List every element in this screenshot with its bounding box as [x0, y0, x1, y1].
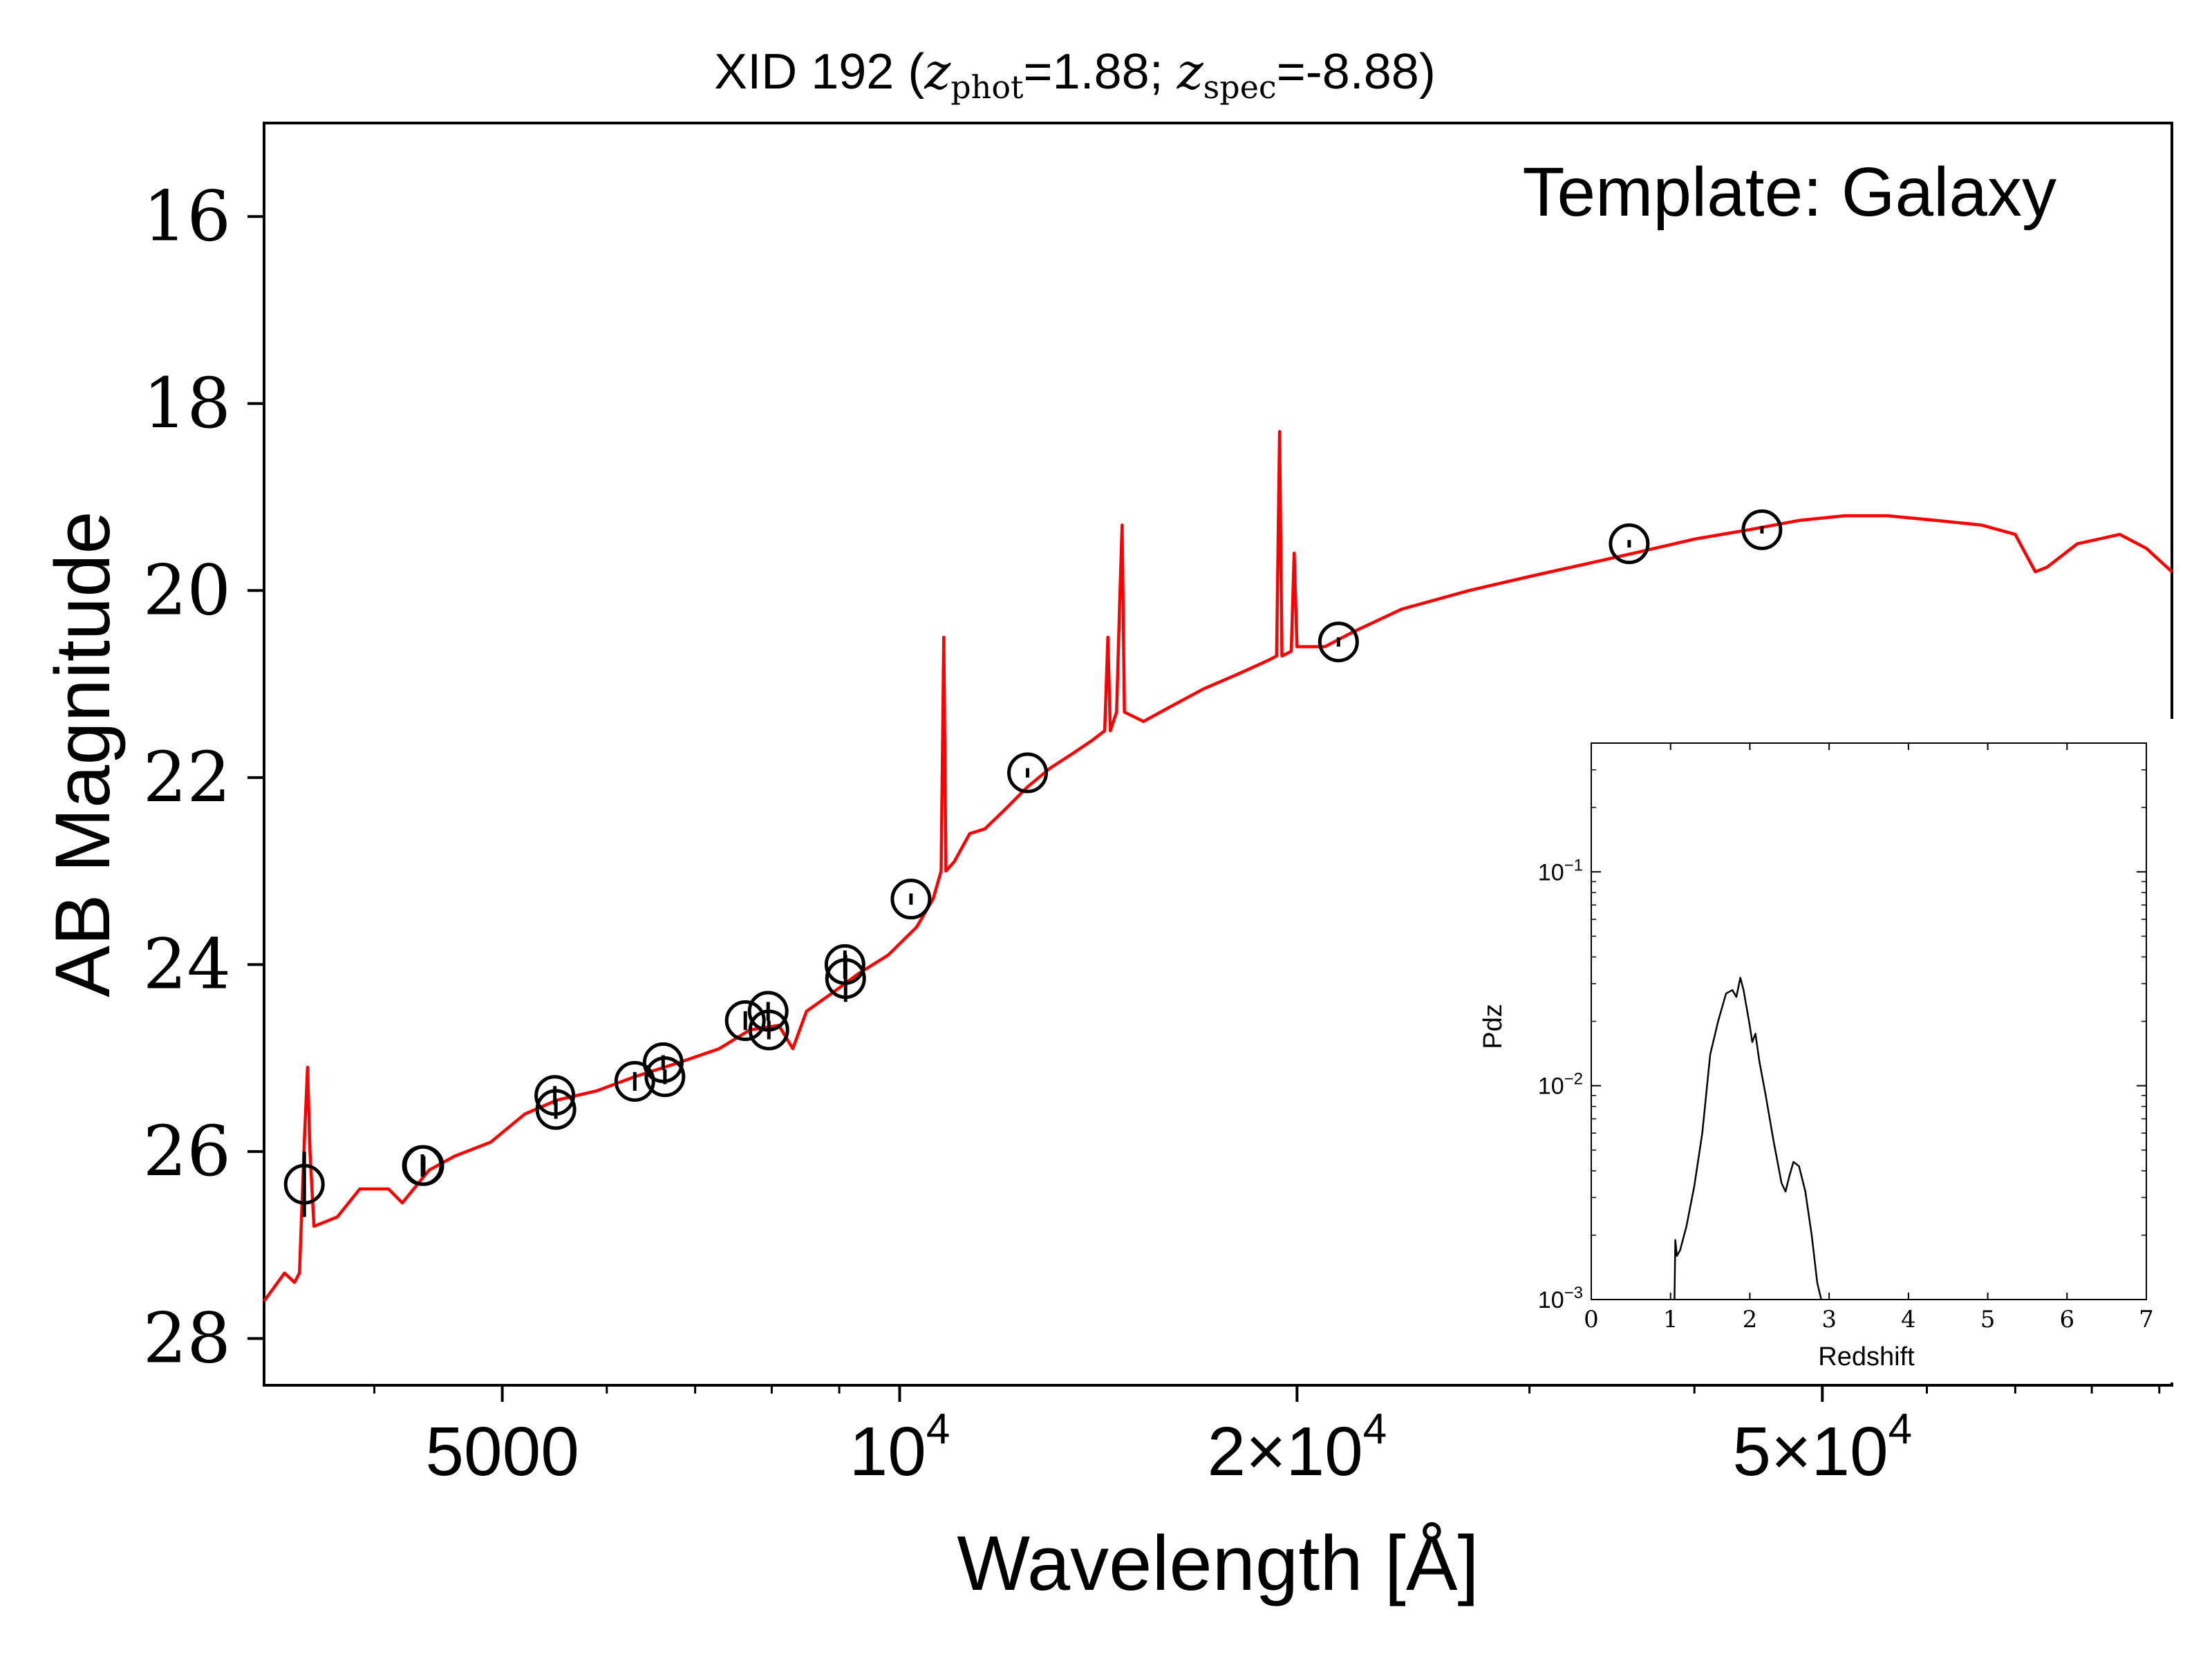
inset-x-tick-label: 5 — [1980, 1306, 1996, 1333]
inset-series-group — [1674, 977, 1822, 1300]
inset-y-tick-label: 10−1 — [1538, 856, 1583, 885]
inset-x-ticks: 0 1 2 3 4 5 6 7 — [1584, 743, 2154, 1333]
photometry-point — [890, 879, 932, 920]
chart-title: XID 192 (zphot=1.88; zspec=-8.88) — [714, 42, 1436, 106]
inset-x-tick-label: 3 — [1821, 1306, 1837, 1333]
photometry-point — [724, 1000, 766, 1041]
x-tick-label: 2×104 — [1207, 1405, 1387, 1490]
y-tick-label: 20 — [143, 550, 231, 630]
inset-x-tick-label: 1 — [1663, 1306, 1678, 1333]
main-y-ticks: 16 18 20 22 24 26 28 — [143, 176, 264, 1378]
inset-x-axis-label: Redshift — [1818, 1342, 1915, 1371]
photometry-point — [825, 958, 866, 1000]
model-spectrum-line — [263, 430, 2173, 1302]
y-tick-label: 16 — [143, 176, 231, 256]
photometry-point — [642, 1042, 684, 1083]
x-tick-label: 104 — [850, 1405, 950, 1490]
inset-x-tick-label: 0 — [1584, 1306, 1599, 1333]
inset-x-tick-label: 2 — [1743, 1306, 1758, 1333]
y-axis-label: AB Magnitude — [39, 511, 126, 997]
photometry-point — [1741, 509, 1783, 550]
photometry-group — [283, 509, 1783, 1217]
photometry-point — [403, 1145, 444, 1186]
photometry-point — [1007, 752, 1049, 794]
y-tick-label: 24 — [143, 924, 231, 1004]
inset-y-axis-label: Pdz — [1479, 1004, 1508, 1049]
main-x-ticks: 5000 104 2×104 5×104 — [373, 1385, 2161, 1490]
inset-y-tick-label: 10−3 — [1538, 1284, 1583, 1313]
photometry-point — [614, 1060, 655, 1102]
inset-x-tick-label: 4 — [1901, 1306, 1916, 1333]
photometry-point — [748, 1009, 789, 1051]
inset-y-ticks: 10−1 10−2 10−3 — [1538, 742, 2146, 1313]
photometry-point — [644, 1056, 686, 1098]
photometry-point — [1609, 523, 1650, 565]
y-tick-label: 28 — [143, 1297, 231, 1378]
inset-x-tick-label: 6 — [2059, 1306, 2074, 1333]
pdz-curve — [1674, 977, 1822, 1300]
inset-y-tick-label: 10−2 — [1538, 1070, 1583, 1100]
y-tick-label: 26 — [143, 1111, 231, 1192]
photometry-point — [1318, 621, 1359, 663]
photometry-point — [535, 1089, 577, 1130]
x-axis-label: Wavelength [Å] — [957, 1520, 1479, 1606]
inset-background — [1469, 719, 2188, 1382]
y-tick-label: 22 — [143, 737, 231, 818]
main-series-group — [263, 430, 2173, 1302]
template-annotation: Template: Galaxy — [1522, 153, 2056, 231]
y-tick-label: 18 — [143, 363, 231, 444]
x-tick-label: 5×104 — [1732, 1405, 1912, 1490]
inset-x-tick-label: 7 — [2139, 1306, 2154, 1333]
photometry-point — [283, 1163, 325, 1205]
x-tick-label: 5000 — [425, 1413, 579, 1490]
